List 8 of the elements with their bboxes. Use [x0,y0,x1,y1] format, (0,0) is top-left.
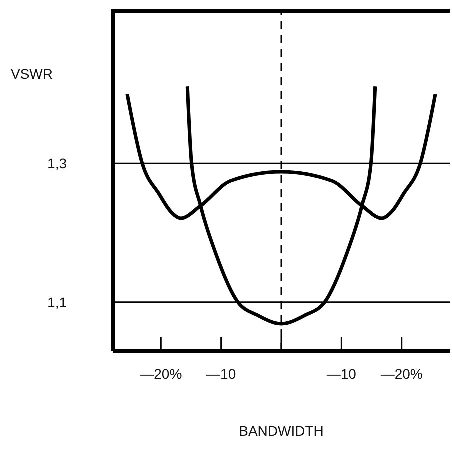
x-tick-label: —10 [326,366,357,382]
y-tick-label: 1,1 [48,294,68,310]
y-axis-title: VSWR [11,66,53,82]
x-axis-title: BANDWIDTH [239,423,324,439]
x-tick-label: —10 [206,366,236,382]
x-tick-label: —20% [140,366,182,382]
x-tick-label: —20% [380,366,423,382]
y-tick-label: 1,3 [48,156,68,172]
